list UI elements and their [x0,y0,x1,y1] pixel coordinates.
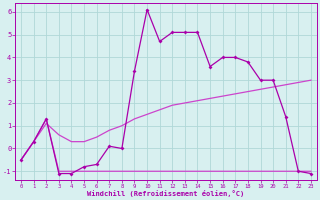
X-axis label: Windchill (Refroidissement éolien,°C): Windchill (Refroidissement éolien,°C) [87,190,244,197]
